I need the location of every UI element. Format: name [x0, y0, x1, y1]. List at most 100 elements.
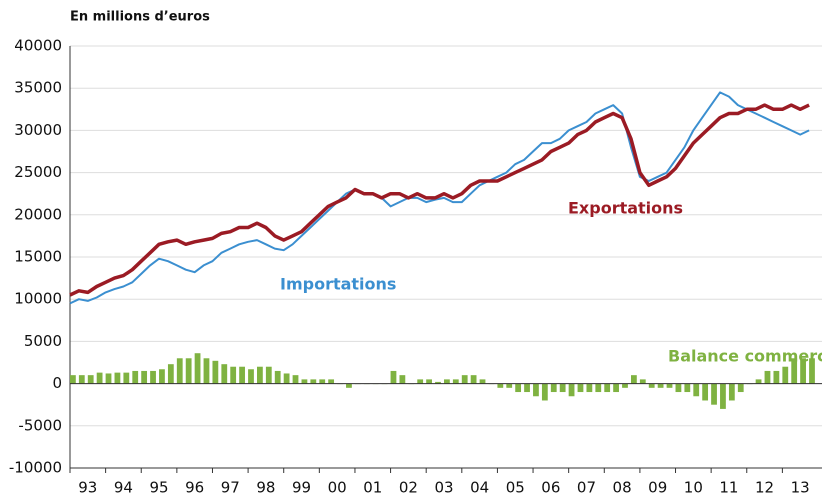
series-label: Importations: [280, 275, 396, 294]
balance-bar: [479, 379, 486, 384]
y-tick-label: 15000: [14, 248, 62, 266]
balance-bar: [773, 370, 780, 384]
balance-bar: [328, 379, 335, 384]
balance-bar: [185, 358, 192, 384]
balance-bar: [239, 366, 245, 384]
chart-title: En millions d’euros: [70, 10, 210, 25]
balance-bar: [212, 360, 219, 384]
balance-bar: [417, 379, 424, 384]
balance-bar: [622, 383, 628, 388]
x-tick-label: 00: [328, 479, 347, 497]
balance-bar: [800, 358, 806, 384]
balance-bar: [809, 358, 815, 384]
x-tick-label: 05: [506, 479, 525, 497]
series-label: Balance commerciale: [668, 347, 822, 366]
y-tick-label: 40000: [14, 37, 62, 55]
balance-bar: [595, 383, 602, 393]
balance-bar: [631, 375, 637, 384]
x-tick-label: 11: [719, 479, 738, 497]
y-tick-label: -5000: [18, 416, 62, 434]
balance-bar: [737, 383, 744, 393]
x-tick-label: 12: [755, 479, 774, 497]
balance-bar: [167, 364, 174, 384]
x-tick-label: 01: [363, 479, 382, 497]
x-tick-label: 97: [221, 479, 240, 497]
y-tick-label: 35000: [14, 79, 62, 97]
y-tick-label: 10000: [14, 290, 62, 308]
balance-bar: [105, 373, 112, 384]
y-tick-label: 0: [52, 374, 62, 392]
y-tick-label: -10000: [9, 459, 62, 477]
balance-bar: [470, 375, 477, 384]
balance-bar: [87, 375, 94, 384]
balance-bar: [452, 379, 459, 384]
balance-bar: [524, 383, 530, 393]
balance-bar: [702, 383, 709, 401]
x-tick-label: 96: [185, 479, 204, 497]
balance-bar: [123, 372, 130, 384]
balance-bar: [257, 366, 263, 384]
balance-bar: [550, 383, 557, 393]
balance-bar: [755, 379, 762, 384]
balance-bar: [274, 370, 281, 384]
balance-bar: [728, 383, 735, 401]
x-tick-label: 07: [577, 479, 596, 497]
balance-bar: [96, 372, 103, 384]
balance-bar: [114, 372, 121, 384]
balance-bar: [390, 370, 397, 384]
balance-bar: [577, 383, 584, 393]
balance-bar: [461, 375, 468, 384]
balance-bar: [711, 383, 717, 405]
balance-bar: [791, 358, 798, 384]
balance-bar: [283, 373, 290, 384]
x-tick-label: 93: [78, 479, 97, 497]
balance-bar: [533, 383, 539, 397]
x-tick-label: 03: [434, 479, 453, 497]
balance-bar: [150, 370, 156, 384]
balance-bar: [78, 375, 85, 384]
balance-bar: [176, 358, 183, 384]
y-tick-label: 25000: [14, 163, 62, 181]
x-tick-label: 94: [114, 479, 133, 497]
balance-bar: [639, 379, 646, 384]
balance-bar: [159, 369, 165, 384]
balance-bar: [764, 370, 771, 384]
balance-bar: [346, 383, 352, 388]
balance-bar: [666, 383, 673, 388]
x-tick-label: 08: [613, 479, 632, 497]
x-tick-label: 02: [399, 479, 418, 497]
balance-bar: [684, 383, 691, 393]
balance-bar: [648, 383, 655, 388]
balance-bar: [435, 381, 441, 384]
balance-bar: [506, 383, 513, 388]
x-tick-label: 98: [256, 479, 275, 497]
balance-bar: [248, 369, 254, 384]
x-tick-label: 10: [684, 479, 703, 497]
balance-bar: [444, 379, 450, 384]
y-tick-label: 20000: [14, 205, 62, 223]
balance-bar: [541, 383, 548, 401]
balance-bar: [657, 383, 664, 388]
x-tick-label: 95: [150, 479, 169, 497]
x-tick-label: 09: [648, 479, 667, 497]
balance-bar: [568, 383, 575, 397]
balance-bar: [720, 383, 726, 409]
balance-bar: [203, 358, 210, 384]
balance-bar: [426, 379, 432, 384]
balance-bar: [675, 383, 682, 393]
y-tick-label: 30000: [14, 121, 62, 139]
balance-bar: [613, 383, 619, 393]
balance-bar: [194, 353, 201, 384]
balance-bar: [693, 383, 700, 397]
balance-bar: [319, 379, 326, 384]
balance-bar: [586, 383, 593, 393]
x-tick-label: 06: [541, 479, 560, 497]
series-line: [69, 91, 810, 305]
balance-bar: [292, 375, 299, 384]
balance-bar: [399, 375, 406, 384]
balance-bar: [559, 383, 566, 393]
balance-bar: [132, 370, 139, 384]
balance-bar: [70, 375, 76, 384]
x-tick-label: 04: [470, 479, 489, 497]
